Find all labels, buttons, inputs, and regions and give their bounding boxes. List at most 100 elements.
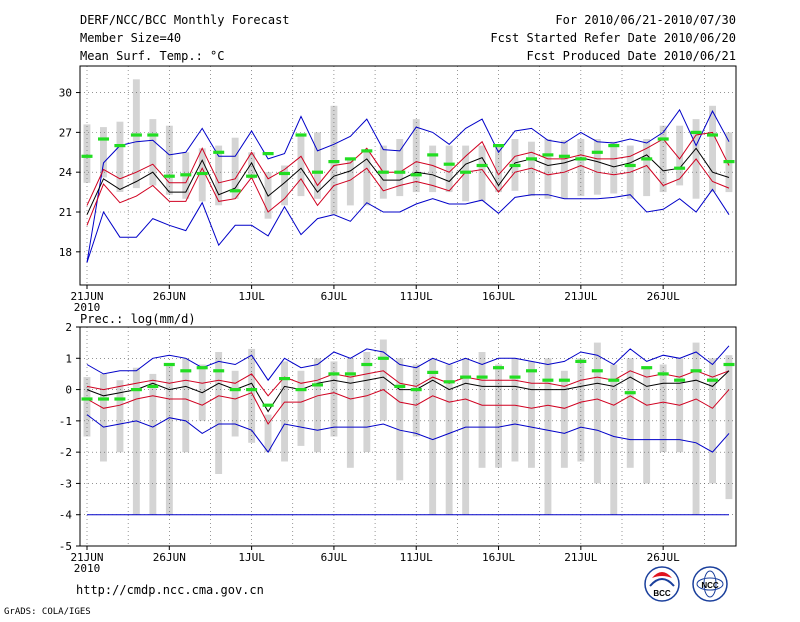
y-tick-label: 18 — [59, 246, 72, 259]
x-tick-label: 21JUN — [70, 551, 103, 564]
ensemble-box — [396, 358, 404, 481]
series-line-p10 — [86, 158, 730, 226]
ensemble-box — [297, 370, 305, 446]
ensemble-box — [577, 139, 585, 197]
header-title: DERF/NCC/BCC Monthly Forecast — [80, 13, 290, 27]
series-line-max — [86, 108, 730, 263]
series-line-mean — [86, 370, 730, 413]
ensemble-box — [626, 358, 634, 468]
y-tick-label: -2 — [59, 446, 72, 459]
temperature-panel: 18 21 24 27 30 21JUN 26JUN 1JUL 6JUL 11JUL 16JUL 21… — [59, 65, 737, 314]
ensemble-box — [593, 342, 601, 484]
x-tick-label: 6JUL — [321, 290, 348, 303]
ensemble-box — [725, 355, 733, 500]
ensemble-box — [83, 124, 91, 183]
ensemble-box — [248, 152, 256, 179]
y-tick-label: 27 — [59, 126, 72, 139]
ensemble-box — [363, 352, 371, 453]
ensemble-box — [346, 358, 354, 468]
y-tick-label: -5 — [59, 540, 72, 553]
y-tick-label: 0 — [65, 384, 72, 397]
x-year-label: 2010 — [74, 562, 101, 575]
ensemble-box — [281, 361, 288, 462]
ensemble-box — [346, 158, 354, 206]
series-line-p90 — [86, 131, 730, 206]
ensemble-box — [116, 380, 124, 453]
ensemble-box — [281, 165, 288, 206]
y-tick-label: 21 — [59, 206, 72, 219]
series-line-max — [86, 345, 730, 382]
x-tick-label: 26JUN — [153, 290, 186, 303]
series-line-min — [86, 188, 730, 263]
plot-frame — [79, 326, 737, 547]
ensemble-box — [593, 139, 601, 195]
ensemble-box — [231, 137, 239, 199]
ensemble-box — [83, 377, 91, 437]
series-line-p10 — [86, 389, 730, 425]
x-tick-label: 21JUN — [70, 290, 103, 303]
header-member-size: Member Size=40 — [80, 31, 181, 45]
header-produced-date: Fcst Produced Date 2010/06/21 — [526, 49, 736, 63]
ensemble-box — [100, 127, 107, 178]
x-tick-label: 26JUL — [647, 551, 680, 564]
ensemble-box — [412, 119, 420, 193]
y-tick-label: -3 — [59, 477, 72, 490]
x-tick-label: 26JUL — [647, 290, 680, 303]
x-tick-label: 11JUL — [400, 290, 433, 303]
ensemble-box — [511, 358, 519, 462]
plot-frame — [79, 65, 737, 286]
ensemble-box — [264, 414, 272, 453]
series-line-mean — [86, 147, 730, 215]
y-tick-label: 1 — [65, 352, 72, 365]
ensemble-box — [560, 140, 568, 199]
x-tick-label: 21JUL — [564, 290, 597, 303]
ensemble-box — [182, 358, 190, 453]
ensemble-box — [132, 367, 140, 515]
y-tick-label: 24 — [59, 166, 73, 179]
ensemble-box — [610, 364, 618, 515]
ensemble-box — [659, 364, 667, 453]
ensemble-box — [215, 145, 223, 206]
ensemble-box — [231, 370, 239, 437]
footer-url: http://cmdp.ncc.cma.gov.cn — [76, 583, 264, 597]
ensemble-box — [215, 352, 223, 474]
y-tick-label: 2 — [65, 321, 72, 334]
series-line-p90 — [86, 370, 730, 397]
ensemble-box — [462, 358, 470, 515]
ensemble-box — [478, 352, 486, 468]
ensemble-box — [478, 145, 486, 202]
x-tick-label: 1JUL — [238, 290, 265, 303]
header-start-date: Fcst Started Refer Date 2010/06/20 — [490, 31, 736, 45]
ensemble-box — [445, 364, 453, 515]
header-variable: Mean Surf. Temp.: °C — [80, 49, 225, 63]
ensemble-box — [116, 121, 124, 192]
ensemble-box — [314, 358, 321, 453]
footer-credit: GrADS: COLA/IGES — [4, 607, 91, 617]
x-tick-label: 11JUL — [400, 551, 433, 564]
ensemble-box — [577, 358, 585, 462]
series-line-min — [86, 414, 730, 454]
ensemble-box — [643, 367, 651, 484]
ensemble-box — [149, 373, 157, 515]
ensemble-box — [100, 373, 107, 462]
y-tick-label: -4 — [59, 509, 73, 522]
ensemble-box — [692, 342, 700, 515]
x-tick-label: 16JUL — [482, 290, 515, 303]
ensemble-box — [643, 139, 651, 197]
y-tick-label: -1 — [59, 415, 72, 428]
ncc-logo: NCC — [692, 566, 728, 602]
ensemble-box — [495, 145, 502, 193]
ensemble-box — [560, 370, 568, 468]
x-tick-label: 21JUL — [564, 551, 597, 564]
bcc-logo: BCC — [644, 566, 680, 602]
ensemble-box — [610, 141, 618, 194]
bcc-logo-text: BCC — [653, 589, 671, 598]
ensemble-box — [528, 361, 535, 468]
ensemble-box — [528, 141, 535, 197]
ensemble-box — [363, 152, 371, 206]
ensemble-box — [297, 135, 305, 197]
x-tick-label: 16JUL — [482, 551, 515, 564]
ensemble-box — [412, 364, 420, 437]
ensemble-box — [544, 358, 552, 515]
